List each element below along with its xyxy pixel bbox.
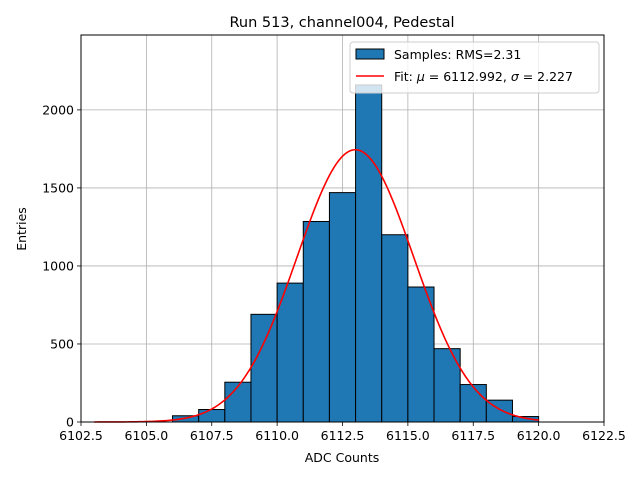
legend-fit-label: Fit: μ = 6112.992, σ = 2.227 <box>394 69 573 84</box>
x-axis-label: ADC Counts <box>305 450 380 465</box>
y-axis-label: Entries <box>14 207 29 251</box>
y-axis-ticks: 0 500 1000 1500 2000 <box>42 102 81 430</box>
y-tick-label: 500 <box>50 336 74 351</box>
histogram-bar <box>355 84 383 423</box>
gaussian-fit-curve <box>94 148 539 423</box>
legend-histogram-label: Samples: RMS=2.31 <box>394 47 521 62</box>
legend-fit-mu-symbol: μ <box>416 69 425 84</box>
histogram-bar <box>224 381 252 423</box>
legend-fit-sigma-symbol: σ <box>511 69 520 84</box>
histogram-bar <box>302 220 330 423</box>
legend: Samples: RMS=2.31 Fit: μ = 6112.992, σ =… <box>349 41 600 94</box>
histogram-bar <box>407 286 435 423</box>
x-tick-label: 6115.0 <box>386 428 430 443</box>
legend-box <box>349 41 600 94</box>
x-tick-label: 6120.0 <box>517 428 561 443</box>
y-tick-label: 1500 <box>42 180 74 195</box>
y-tick-label: 1000 <box>42 258 74 273</box>
histogram-bar <box>276 282 304 423</box>
x-tick-label: 6107.5 <box>190 428 234 443</box>
legend-fit-prefix: Fit: <box>394 69 417 84</box>
legend-fit-sigma-text: = 2.227 <box>519 69 573 84</box>
legend-histogram-swatch <box>355 48 385 60</box>
x-tick-label: 6112.5 <box>321 428 365 443</box>
legend-fit-mu-text: = 6112.992, <box>425 69 511 84</box>
histogram-bar <box>328 192 357 423</box>
histogram-bar <box>381 234 409 423</box>
x-tick-label: 6117.5 <box>451 428 495 443</box>
y-tick-label: 0 <box>66 415 74 430</box>
histogram-bar <box>198 409 226 423</box>
chart-title: Run 513, channel004, Pedestal <box>229 15 454 31</box>
y-tick-label: 2000 <box>42 102 74 117</box>
x-axis-ticks: 6102.5 6105.0 6107.5 6110.0 6112.5 6115.0 6117… <box>59 422 626 443</box>
x-tick-label: 6102.5 <box>59 428 103 443</box>
histogram-bar <box>250 313 278 423</box>
x-tick-label: 6122.5 <box>582 428 626 443</box>
x-tick-label: 6105.0 <box>125 428 169 443</box>
x-tick-label: 6110.0 <box>255 428 299 443</box>
histogram-bar <box>459 384 487 423</box>
